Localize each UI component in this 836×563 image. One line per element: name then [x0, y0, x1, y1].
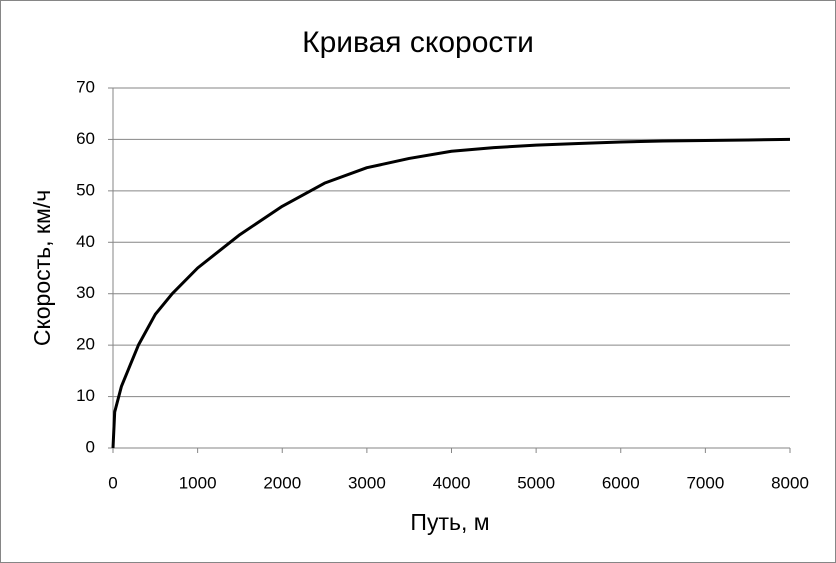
x-tick-label: 3000: [348, 473, 386, 492]
chart-title: Кривая скорости: [302, 26, 534, 59]
line: [111, 137, 791, 449]
y-tick-label: 60: [76, 129, 95, 148]
y-axis-label: Скорость, км/ч: [29, 190, 55, 346]
y-tick-label: 40: [76, 232, 95, 251]
y-tick-label: 0: [86, 437, 95, 456]
x-tick-label: 5000: [517, 473, 555, 492]
x-axis-label: Путь, м: [410, 509, 489, 535]
x-tick-label: 6000: [602, 473, 640, 492]
y-tick-label: 10: [76, 386, 95, 405]
y-tick-label: 20: [76, 335, 95, 354]
x-tick-label: 1000: [179, 473, 217, 492]
x-tick-label: 2000: [263, 473, 301, 492]
x-tick-label: 4000: [433, 473, 471, 492]
x-tick-label: 7000: [686, 473, 724, 492]
y-tick-label: 70: [76, 77, 95, 96]
y-tick-label: 30: [76, 283, 95, 302]
x-tick-label: 8000: [771, 473, 809, 492]
y-tick-label: 50: [76, 180, 95, 199]
x-tick-label: 0: [108, 473, 117, 492]
